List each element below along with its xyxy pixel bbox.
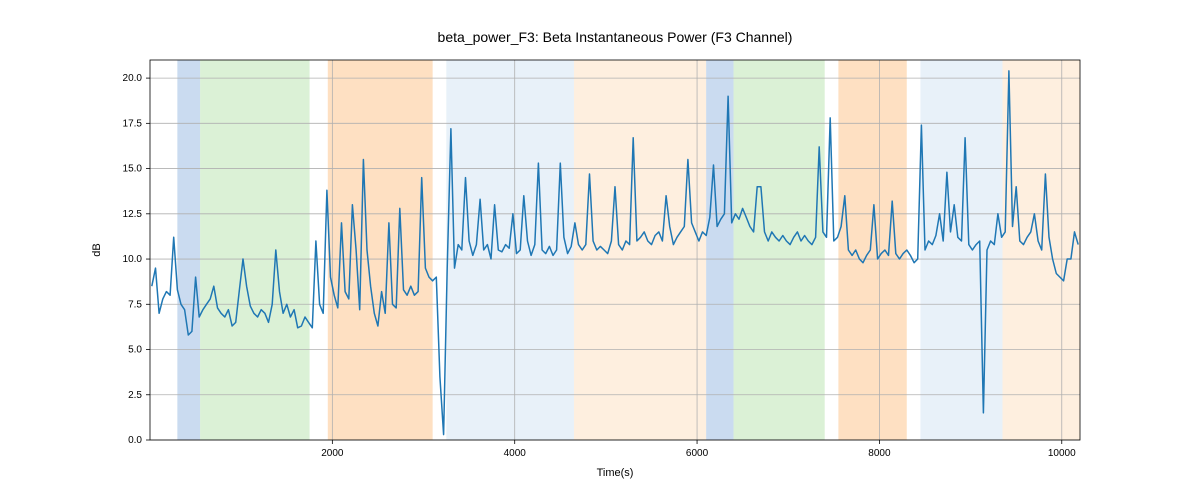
- y-tick-label: 7.5: [128, 299, 142, 310]
- y-tick-label: 17.5: [123, 118, 143, 129]
- x-tick-label: 8000: [868, 448, 891, 459]
- x-tick-label: 6000: [686, 448, 709, 459]
- y-tick-label: 12.5: [123, 209, 143, 220]
- x-axis-label: Time(s): [597, 467, 634, 479]
- chart-container: 2000 4000 6000 8000 10000 0.0 2.5 5.0 7.5 10.0 12.…: [0, 0, 1200, 500]
- background-bands: [177, 60, 1080, 440]
- x-tick-label: 4000: [504, 448, 527, 459]
- y-tick-label: 5.0: [128, 345, 142, 356]
- y-tick-label: 15.0: [123, 164, 143, 175]
- x-tick-label: 2000: [321, 448, 344, 459]
- y-axis-label: dB: [91, 243, 103, 256]
- y-tick-label: 20.0: [123, 73, 143, 84]
- chart-title: beta_power_F3: Beta Instantaneous Power …: [438, 29, 793, 45]
- x-tick-label: 10000: [1048, 448, 1076, 459]
- y-tick-label: 0.0: [128, 435, 142, 446]
- y-tick-label: 2.5: [128, 390, 142, 401]
- line-chart: 2000 4000 6000 8000 10000 0.0 2.5 5.0 7.5 10.0 12.…: [0, 0, 1200, 500]
- y-tick-label: 10.0: [123, 254, 143, 265]
